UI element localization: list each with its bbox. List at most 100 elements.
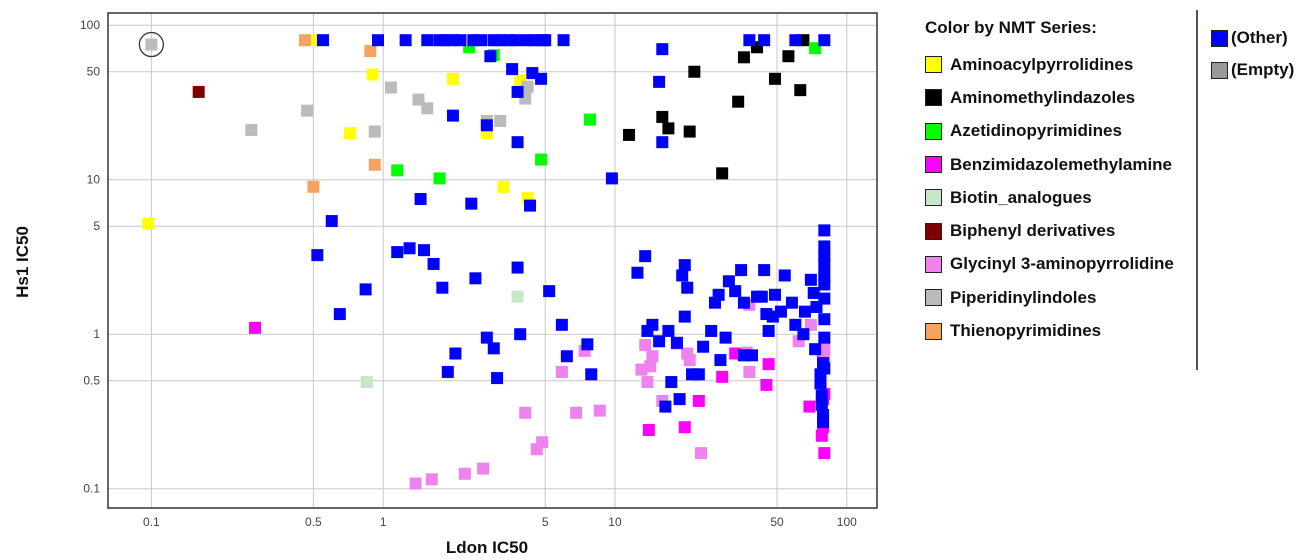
data-point-other[interactable] bbox=[737, 296, 750, 309]
data-point-other[interactable] bbox=[436, 281, 449, 294]
data-point-other[interactable] bbox=[662, 324, 675, 337]
data-point-other[interactable] bbox=[555, 318, 568, 331]
data-point-other[interactable] bbox=[325, 215, 338, 228]
data-point-glycinyl-3-aminopyrrolidine[interactable] bbox=[530, 443, 543, 456]
data-point-other[interactable] bbox=[454, 34, 467, 47]
data-point-other[interactable] bbox=[678, 259, 691, 272]
data-point-biphenyl-derivatives[interactable] bbox=[192, 85, 205, 98]
data-point-other[interactable] bbox=[670, 336, 683, 349]
data-point-benzimidazolemethylamine[interactable] bbox=[249, 321, 262, 334]
data-point-glycinyl-3-aminopyrrolidine[interactable] bbox=[639, 339, 652, 352]
data-point-other[interactable] bbox=[646, 318, 659, 331]
data-point-aminomethylindazoles[interactable] bbox=[623, 128, 636, 141]
data-point-benzimidazolemethylamine[interactable] bbox=[642, 423, 655, 436]
data-point-other[interactable] bbox=[359, 283, 372, 296]
data-point-aminomethylindazoles[interactable] bbox=[716, 167, 729, 180]
data-point-other[interactable] bbox=[511, 85, 524, 98]
data-point-glycinyl-3-aminopyrrolidine[interactable] bbox=[818, 343, 831, 356]
data-point-other[interactable] bbox=[745, 349, 758, 362]
data-point-other[interactable] bbox=[762, 324, 775, 337]
data-point-other[interactable] bbox=[768, 288, 781, 301]
data-point-other[interactable] bbox=[818, 224, 831, 237]
data-point-piperidinylindoles[interactable] bbox=[521, 80, 534, 93]
data-point-other[interactable] bbox=[506, 63, 519, 76]
data-point-piperidinylindoles[interactable] bbox=[421, 102, 434, 115]
data-point-other[interactable] bbox=[414, 193, 427, 206]
data-point-aminoacylpyrrolidines[interactable] bbox=[366, 68, 379, 81]
data-point-other[interactable] bbox=[809, 343, 822, 356]
data-point-aminoacylpyrrolidines[interactable] bbox=[497, 180, 510, 193]
data-point-other[interactable] bbox=[311, 249, 324, 262]
data-point-other[interactable] bbox=[519, 34, 532, 47]
data-point-biotin-analogues[interactable] bbox=[511, 290, 524, 303]
data-point-other[interactable] bbox=[814, 377, 827, 390]
data-point-other[interactable] bbox=[333, 308, 346, 321]
data-point-glycinyl-3-aminopyrrolidine[interactable] bbox=[425, 473, 438, 486]
data-point-glycinyl-3-aminopyrrolidine[interactable] bbox=[477, 462, 490, 475]
data-point-other[interactable] bbox=[789, 34, 802, 47]
data-point-piperidinylindoles[interactable] bbox=[145, 38, 158, 51]
data-point-benzimidazolemethylamine[interactable] bbox=[760, 378, 773, 391]
data-point-other[interactable] bbox=[681, 281, 694, 294]
data-point-other[interactable] bbox=[676, 269, 689, 282]
legend-item-empty[interactable]: (Empty) bbox=[1211, 54, 1294, 86]
data-point-other[interactable] bbox=[480, 331, 493, 344]
data-point-thienopyrimidines[interactable] bbox=[364, 45, 377, 58]
data-point-azetidinopyrimidines[interactable] bbox=[809, 42, 822, 55]
data-point-other[interactable] bbox=[494, 34, 507, 47]
data-point-other[interactable] bbox=[818, 313, 831, 326]
data-point-benzimidazolemethylamine[interactable] bbox=[678, 421, 691, 434]
data-point-benzimidazolemethylamine[interactable] bbox=[716, 370, 729, 383]
data-point-other[interactable] bbox=[511, 261, 524, 274]
data-point-other[interactable] bbox=[817, 416, 830, 429]
legend-item-biotin-analogues[interactable]: Biotin_analogues bbox=[925, 181, 1174, 214]
data-point-biotin-analogues[interactable] bbox=[360, 376, 373, 389]
data-point-other[interactable] bbox=[656, 43, 669, 56]
legend-item-aminoacylpyrrolidines[interactable]: Aminoacylpyrrolidines bbox=[925, 48, 1174, 81]
data-point-azetidinopyrimidines[interactable] bbox=[391, 164, 404, 177]
data-point-aminoacylpyrrolidines[interactable] bbox=[480, 127, 493, 140]
data-point-other[interactable] bbox=[818, 362, 831, 375]
data-point-other[interactable] bbox=[539, 34, 552, 47]
data-point-glycinyl-3-aminopyrrolidine[interactable] bbox=[570, 406, 583, 419]
data-point-glycinyl-3-aminopyrrolidine[interactable] bbox=[644, 360, 657, 373]
data-point-other[interactable] bbox=[705, 324, 718, 337]
data-point-other[interactable] bbox=[692, 368, 705, 381]
data-point-glycinyl-3-aminopyrrolidine[interactable] bbox=[646, 350, 659, 363]
data-point-other[interactable] bbox=[631, 266, 644, 279]
data-point-glycinyl-3-aminopyrrolidine[interactable] bbox=[743, 365, 756, 378]
data-point-other[interactable] bbox=[581, 338, 594, 351]
data-point-other[interactable] bbox=[484, 50, 497, 63]
data-point-thienopyrimidines[interactable] bbox=[307, 180, 320, 193]
data-point-aminomethylindazoles[interactable] bbox=[782, 50, 795, 63]
data-point-other[interactable] bbox=[719, 331, 732, 344]
data-point-other[interactable] bbox=[807, 286, 820, 299]
data-point-other[interactable] bbox=[755, 290, 768, 303]
data-point-glycinyl-3-aminopyrrolidine[interactable] bbox=[555, 365, 568, 378]
data-point-thienopyrimidines[interactable] bbox=[368, 158, 381, 171]
data-point-other[interactable] bbox=[818, 270, 831, 283]
data-point-azetidinopyrimidines[interactable] bbox=[535, 153, 548, 166]
data-point-aminomethylindazoles[interactable] bbox=[732, 95, 745, 108]
data-point-other[interactable] bbox=[729, 285, 742, 298]
data-point-piperidinylindoles[interactable] bbox=[384, 81, 397, 94]
data-point-aminomethylindazoles[interactable] bbox=[662, 122, 675, 135]
data-point-other[interactable] bbox=[605, 172, 618, 185]
data-point-other[interactable] bbox=[743, 34, 756, 47]
data-point-glycinyl-3-aminopyrrolidine[interactable] bbox=[593, 404, 606, 417]
data-point-other[interactable] bbox=[535, 72, 548, 85]
data-point-other[interactable] bbox=[758, 34, 771, 47]
data-point-other[interactable] bbox=[391, 246, 404, 259]
data-point-azetidinopyrimidines[interactable] bbox=[433, 172, 446, 185]
data-point-aminomethylindazoles[interactable] bbox=[688, 65, 701, 78]
data-point-other[interactable] bbox=[528, 34, 541, 47]
data-point-other[interactable] bbox=[372, 34, 385, 47]
data-point-other[interactable] bbox=[735, 264, 748, 277]
data-point-other[interactable] bbox=[427, 257, 440, 270]
data-point-other[interactable] bbox=[560, 350, 573, 363]
data-point-other[interactable] bbox=[714, 354, 727, 367]
legend-item-piperidinylindoles[interactable]: Piperidinylindoles bbox=[925, 281, 1174, 314]
legend-item-azetidinopyrimidines[interactable]: Azetidinopyrimidines bbox=[925, 115, 1174, 148]
data-point-other[interactable] bbox=[403, 242, 416, 255]
data-point-glycinyl-3-aminopyrrolidine[interactable] bbox=[683, 354, 696, 367]
